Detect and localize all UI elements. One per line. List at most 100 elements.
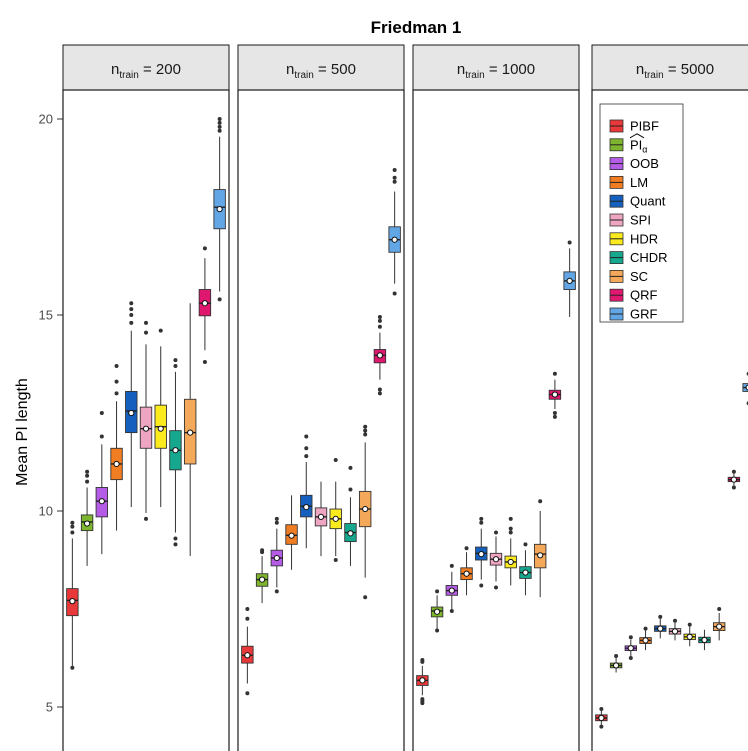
- outlier-point: [173, 536, 178, 541]
- facet-panel: ntrain = 200: [62, 44, 230, 751]
- mean-point: [419, 677, 426, 684]
- legend-item-qrf: QRF: [609, 288, 658, 303]
- outlier-point: [377, 324, 382, 329]
- box-pibf: [595, 706, 608, 729]
- outlier-point: [304, 434, 309, 439]
- outlier-point: [449, 608, 454, 613]
- outlier-point: [420, 657, 425, 662]
- mean-point: [83, 520, 91, 527]
- box-chdr: [519, 542, 532, 596]
- outlier-point: [99, 411, 104, 415]
- outlier-point: [348, 465, 353, 470]
- box-oob: [624, 635, 638, 660]
- legend-item-oob: OOB: [609, 156, 659, 171]
- legend-label: GRF: [630, 307, 658, 322]
- outlier-point: [552, 414, 557, 419]
- mean-point: [671, 628, 679, 635]
- box-chdr: [698, 629, 711, 651]
- mean-point: [716, 623, 723, 630]
- box-spi: [668, 618, 682, 641]
- outlier-point: [687, 622, 692, 627]
- box-pibf: [241, 607, 254, 696]
- outlier-point: [363, 595, 368, 600]
- outlier-point: [628, 635, 633, 640]
- outlier-point: [348, 487, 353, 492]
- legend-item-lm: LM: [609, 175, 648, 190]
- box-qrf: [548, 371, 562, 419]
- box-oob: [445, 563, 459, 613]
- legend-label: SPI: [630, 213, 651, 228]
- box-pia: [255, 548, 269, 604]
- box-hdr: [154, 328, 167, 508]
- outlier-point: [333, 558, 338, 562]
- box-grf: [563, 240, 576, 317]
- box-pia: [430, 589, 444, 633]
- outlier-point: [392, 175, 397, 180]
- outlier-point: [508, 526, 513, 531]
- legend-item-pibf: PIBF: [609, 119, 659, 134]
- box-quant: [475, 516, 488, 588]
- box-hdr: [504, 516, 517, 586]
- outlier-point: [217, 128, 222, 133]
- mean-point: [433, 608, 441, 615]
- mean-point: [317, 513, 325, 520]
- outlier-point: [731, 469, 736, 474]
- box-pia: [80, 469, 94, 566]
- outlier-point: [538, 499, 543, 504]
- mean-point: [157, 425, 164, 432]
- mean-point: [701, 636, 708, 644]
- outlier-point: [552, 411, 557, 415]
- y-tick-label: 15: [39, 308, 53, 323]
- outlier-point: [173, 363, 178, 368]
- legend-label: HDR: [630, 231, 658, 246]
- outlier-point: [158, 328, 163, 333]
- mean-point: [303, 503, 310, 511]
- mean-point: [244, 652, 251, 659]
- outlier-point: [449, 563, 454, 568]
- outlier-point: [420, 697, 425, 702]
- chart-title: Friedman 1: [371, 18, 462, 37]
- legend-label: CHDR: [630, 250, 668, 265]
- legend: PIBF PIα OOB LM Quant SPI HDR CHDR SC QRF GRF: [599, 103, 684, 323]
- outlier-point: [114, 379, 119, 384]
- box-chdr: [169, 358, 182, 547]
- outlier-point: [274, 520, 279, 525]
- mean-point: [187, 429, 194, 436]
- mean-point: [686, 633, 693, 640]
- legend-label: PIBF: [630, 119, 659, 134]
- mean-point: [288, 532, 295, 539]
- outlier-point: [217, 117, 222, 121]
- legend-label: OOB: [630, 156, 659, 171]
- mean-point: [522, 569, 529, 576]
- mean-point: [258, 576, 266, 583]
- outlier-point: [245, 691, 250, 696]
- outlier-point: [479, 520, 484, 525]
- outlier-point: [129, 307, 134, 312]
- outlier-point: [658, 614, 663, 619]
- box-qrf: [727, 469, 741, 490]
- mean-point: [730, 476, 738, 483]
- outlier-point: [70, 520, 75, 525]
- outlier-point: [245, 607, 250, 611]
- panel-border: [237, 89, 405, 751]
- outlier-point: [114, 363, 119, 368]
- outlier-point: [435, 628, 440, 633]
- panel-border: [412, 89, 580, 751]
- outlier-point: [363, 432, 368, 437]
- outlier-point: [363, 424, 368, 429]
- outlier-point: [304, 446, 309, 451]
- mean-point: [478, 551, 485, 558]
- legend-item-hdr: HDR: [609, 231, 658, 246]
- legend-label: QRF: [630, 288, 658, 303]
- mean-point: [657, 625, 664, 632]
- mean-point: [448, 587, 455, 594]
- outlier-point: [129, 301, 134, 306]
- outlier-point: [217, 297, 222, 302]
- mean-point: [612, 662, 620, 669]
- box-lm: [639, 626, 652, 651]
- outlier-point: [85, 469, 90, 474]
- box-spi: [139, 320, 153, 521]
- outlier-point: [552, 371, 557, 376]
- outlier-point: [144, 330, 148, 335]
- outlier-point: [333, 458, 338, 463]
